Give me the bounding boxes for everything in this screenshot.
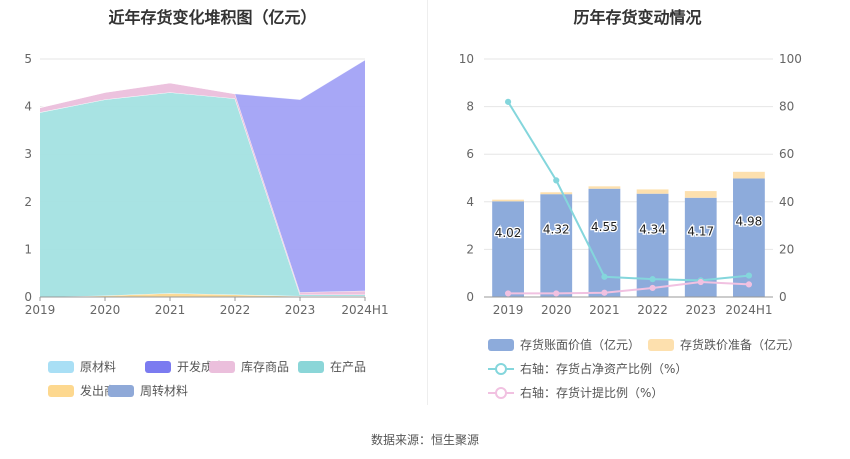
stacked-area-chart: 0 1 2 3 4 5 2019 2020 2021 2022 2023 2024H1 (24, 52, 388, 317)
y-right-tick-label: 80 (779, 100, 794, 114)
y-right-tick-label: 40 (779, 195, 794, 209)
line-point (745, 272, 753, 279)
legend-label: 周转材料 (140, 384, 189, 398)
y-left-tick-label: 2 (466, 242, 474, 256)
bar-impairment (492, 199, 524, 202)
line-point (504, 290, 512, 297)
bar-value-label: 4.98 (736, 215, 763, 229)
x-tick-label: 2024H1 (725, 303, 772, 317)
legend-line-marker (488, 362, 514, 375)
area-series-库存商品 (40, 82, 365, 295)
bar-value-label: 4.34 (639, 222, 666, 236)
line-point (601, 289, 608, 296)
legend-swatch (108, 384, 134, 397)
bar-value-label: 4.17 (687, 224, 714, 238)
x-tick-label: 2021 (155, 303, 186, 317)
x-tick-label: 2023 (685, 303, 716, 317)
x-tick-label: 2019 (493, 303, 524, 317)
legend-swatch (145, 360, 171, 373)
y-left-tick-label: 4 (466, 195, 474, 209)
left-chart-title: 近年存货变化堆积图（亿元） (108, 8, 317, 27)
legend-item-inventory-goods[interactable]: 库存商品 (209, 358, 289, 375)
x-tick-label: 2020 (541, 303, 572, 317)
legend-label: 存货账面价值（亿元） (520, 338, 641, 352)
line-point (504, 98, 512, 105)
line-point (697, 278, 704, 286)
legend-label: 存货跌价准备（亿元） (680, 338, 801, 352)
line-point (553, 290, 560, 297)
bar-book-value (540, 194, 573, 297)
legend-label: 原材料 (80, 360, 117, 374)
legend-swatch (298, 360, 324, 373)
area-series-edge (39, 59, 366, 108)
legend-swatch (488, 338, 514, 351)
y-tick-label: 4 (24, 100, 32, 114)
line-series (508, 281, 749, 295)
line-point (601, 273, 608, 280)
y-right-tick-label: 60 (779, 147, 794, 161)
y-left-tick-label: 10 (459, 52, 474, 66)
bar-impairment (540, 192, 573, 195)
legend-label: 库存商品 (241, 360, 290, 374)
bar-value-label: 4.32 (543, 223, 570, 237)
bar-impairment (636, 189, 669, 194)
x-tick-label: 2022 (220, 303, 251, 317)
bar-value-label: 4.55 (591, 220, 618, 234)
line-point (649, 284, 656, 292)
line-point (745, 281, 753, 288)
data-source: 数据来源：恒生聚源 (370, 433, 479, 447)
bar-book-value (733, 178, 765, 297)
legend-swatch (209, 360, 235, 373)
y-right-tick-label: 20 (779, 242, 794, 256)
y-tick-label: 2 (24, 195, 32, 209)
legend-label: 在产品 (330, 360, 367, 374)
y-tick-label: 0 (24, 290, 32, 304)
legend-item-turnover-materials[interactable]: 周转材料 (108, 382, 188, 399)
bar-impairment (733, 171, 765, 179)
legend-item-raw-materials[interactable]: 原材料 (48, 358, 116, 375)
legend-swatch (48, 360, 74, 373)
x-tick-label: 2023 (285, 303, 316, 317)
bar-book-value (492, 201, 524, 297)
legend-item-provision-ratio[interactable]: 右轴：存货计提比例（%） (488, 384, 663, 401)
x-tick-label: 2024H1 (341, 303, 388, 317)
x-tick-label: 2020 (90, 303, 121, 317)
legend-swatch (648, 338, 674, 351)
line-series (507, 101, 750, 282)
bar-value-label: 4.02 (495, 226, 522, 240)
legend-label: 右轴：存货占净资产比例（%） (520, 362, 688, 376)
y-right-tick-label: 0 (779, 290, 787, 304)
y-tick-label: 5 (24, 52, 32, 66)
legend-label: 右轴：存货计提比例（%） (520, 386, 664, 400)
bar-impairment (588, 186, 621, 189)
area-series-开发成本 (40, 59, 365, 293)
y-tick-label: 3 (24, 147, 32, 161)
legend-swatch (48, 384, 74, 397)
line-point (553, 177, 560, 184)
line-point (649, 276, 656, 283)
legend-item-impairment[interactable]: 存货跌价准备（亿元） (648, 336, 800, 353)
bar-impairment (684, 191, 717, 198)
legend-item-wip[interactable]: 在产品 (298, 358, 366, 375)
legend-item-book-value[interactable]: 存货账面价值（亿元） (488, 336, 640, 353)
x-tick-label: 2021 (589, 303, 620, 317)
y-right-tick-label: 100 (779, 52, 802, 66)
x-tick-label: 2022 (637, 303, 668, 317)
right-chart-title: 历年存货变动情况 (573, 8, 702, 27)
legend-line-marker (488, 386, 514, 399)
legend-item-inventory-net-asset-ratio[interactable]: 右轴：存货占净资产比例（%） (488, 360, 687, 377)
y-left-tick-label: 8 (466, 100, 474, 114)
bar-book-value (588, 188, 621, 297)
y-left-tick-label: 0 (466, 290, 474, 304)
y-tick-label: 1 (24, 242, 32, 256)
y-left-tick-label: 6 (466, 147, 474, 161)
x-tick-label: 2019 (25, 303, 56, 317)
chart-divider (427, 0, 428, 405)
